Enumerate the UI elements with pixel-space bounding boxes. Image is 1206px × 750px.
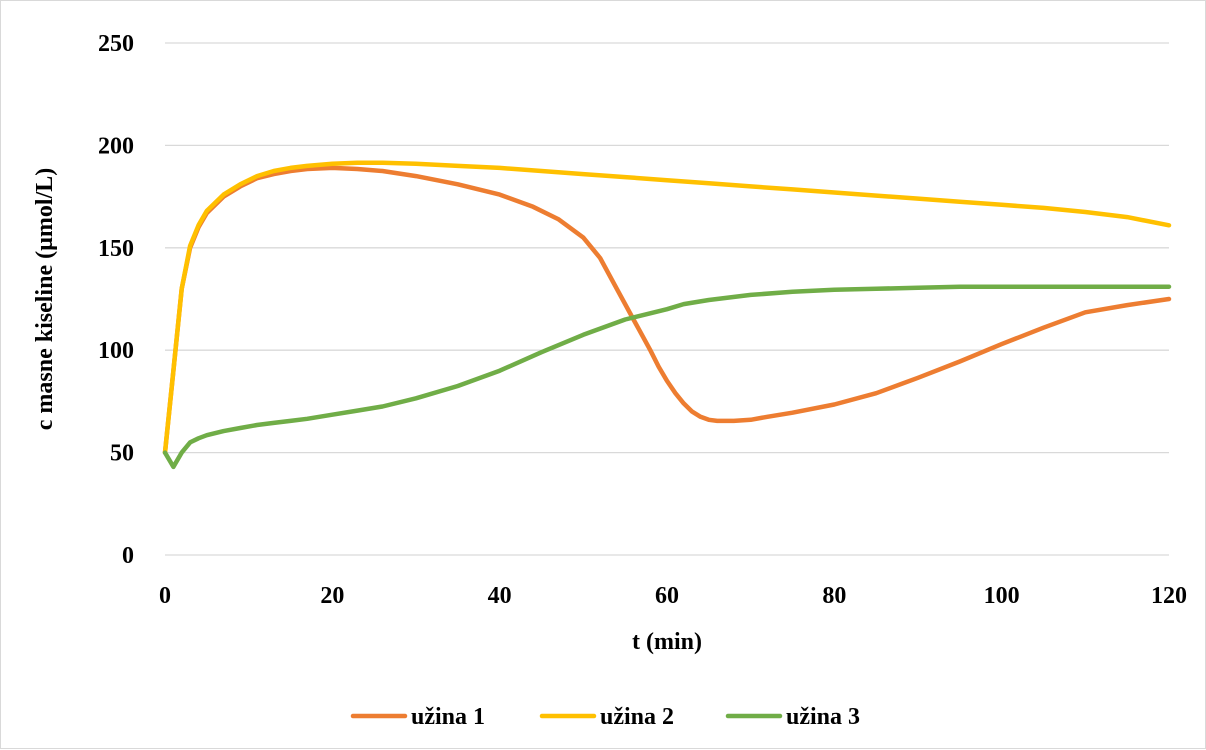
legend-label: užina 1 xyxy=(411,704,485,730)
legend-label: užina 2 xyxy=(600,704,674,730)
series-line-2 xyxy=(162,160,1172,455)
legend: užina 1 užina 2 užina 3 xyxy=(350,704,860,730)
x-tick-label: 20 xyxy=(320,583,344,609)
y-tick-label: 200 xyxy=(98,133,134,159)
x-tick-label: 40 xyxy=(488,583,512,609)
x-tick-label: 100 xyxy=(984,583,1020,609)
y-tick-label: 0 xyxy=(122,543,134,569)
y-tick-label: 250 xyxy=(98,31,134,57)
y-tick-label: 50 xyxy=(110,441,134,467)
legend-label: užina 3 xyxy=(786,704,860,730)
x-tick-label: 0 xyxy=(159,583,171,609)
gridlines xyxy=(165,42,1169,556)
tick-labels: 0 50 100 150 200 250 0 20 40 60 80 100 120 xyxy=(98,31,1187,609)
legend-item-3: užina 3 xyxy=(725,704,860,730)
y-tick-label: 100 xyxy=(98,338,134,364)
x-tick-label: 80 xyxy=(822,583,846,609)
series-line-3 xyxy=(162,284,1172,470)
y-tick-label: 150 xyxy=(98,236,134,262)
legend-item-1: užina 1 xyxy=(350,704,485,730)
x-tick-label: 120 xyxy=(1151,583,1187,609)
y-axis-title: c masne kiseline (µmol/L) xyxy=(32,168,58,430)
x-axis-title: t (min) xyxy=(632,629,702,655)
series-lines xyxy=(162,160,1172,470)
x-tick-label: 60 xyxy=(655,583,679,609)
legend-item-2: užina 2 xyxy=(539,704,674,730)
